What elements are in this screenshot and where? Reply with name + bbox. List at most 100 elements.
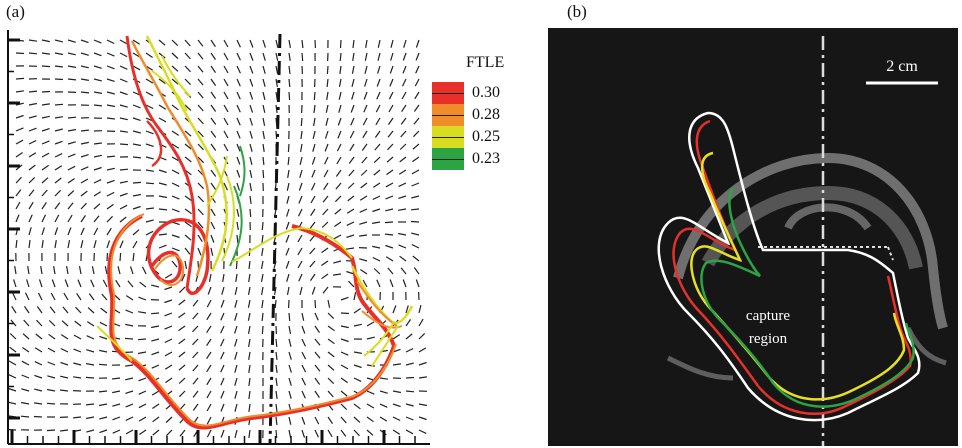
velocity-vector	[66, 265, 69, 275]
velocity-vector	[184, 208, 192, 215]
velocity-vector	[234, 299, 238, 308]
velocity-vector	[178, 312, 186, 319]
velocity-vector	[54, 128, 63, 132]
velocity-vector	[54, 52, 64, 56]
velocity-vector	[48, 333, 56, 340]
velocity-vector	[20, 415, 30, 418]
velocity-vector	[99, 321, 108, 327]
velocity-vector	[418, 318, 424, 327]
velocity-vector	[54, 153, 63, 158]
velocity-vector	[249, 91, 254, 100]
velocity-vector	[401, 104, 407, 113]
velocity-vector	[106, 117, 115, 120]
velocity-vector	[119, 143, 129, 146]
velocity-vector	[348, 156, 355, 164]
legend-tick	[432, 93, 464, 94]
velocity-vector	[327, 377, 335, 385]
velocity-vector	[298, 195, 303, 204]
velocity-vector	[418, 403, 428, 407]
velocity-vector	[310, 182, 316, 191]
velocity-vector	[93, 240, 97, 249]
velocity-vector	[353, 377, 362, 382]
velocity-vector	[340, 416, 347, 424]
panel-a-label: (a)	[6, 2, 25, 21]
velocity-vector	[178, 325, 186, 332]
velocity-vector	[223, 182, 229, 191]
velocity-vector	[184, 143, 192, 150]
velocity-vector	[210, 234, 215, 243]
velocity-vector	[93, 203, 101, 210]
velocity-vector	[310, 273, 316, 281]
velocity-vector	[311, 169, 316, 178]
velocity-vector	[21, 374, 30, 379]
velocity-vector	[93, 39, 102, 44]
velocity-vector	[54, 227, 59, 236]
velocity-vector	[324, 130, 329, 139]
velocity-vector	[178, 286, 186, 294]
velocity-vector	[210, 221, 216, 230]
velocity-vector	[197, 52, 204, 60]
velocity-vector	[288, 338, 292, 347]
velocity-vector	[93, 104, 102, 107]
velocity-vector	[197, 208, 204, 216]
velocity-vector	[236, 234, 239, 244]
velocity-vector	[64, 279, 69, 288]
velocity-vector	[249, 65, 254, 74]
velocity-vector	[164, 312, 173, 317]
velocity-vector	[385, 195, 394, 200]
velocity-vector	[210, 91, 217, 99]
velocity-vector	[93, 215, 100, 223]
velocity-vector	[78, 265, 82, 275]
velocity-vector	[41, 177, 49, 184]
velocity-vector	[15, 176, 22, 184]
velocity-vector	[112, 416, 121, 421]
velocity-vector	[313, 117, 316, 127]
velocity-vector	[34, 347, 43, 353]
velocity-vector	[220, 312, 225, 321]
velocity-vector	[46, 402, 56, 405]
velocity-vector	[88, 293, 95, 301]
velocity-vector	[402, 279, 407, 288]
velocity-vector	[106, 240, 111, 249]
velocity-vector	[418, 332, 426, 340]
velocity-vector	[353, 292, 357, 301]
legend-value: 0.23	[472, 150, 500, 167]
velocity-vector	[125, 416, 134, 421]
velocity-vector	[80, 91, 90, 94]
velocity-vector	[322, 195, 329, 203]
velocity-vector	[337, 117, 342, 126]
velocity-vector	[321, 247, 329, 254]
velocity-vector	[60, 429, 69, 432]
velocity-vector	[106, 39, 115, 45]
velocity-vector	[210, 117, 217, 125]
velocity-vector	[314, 429, 319, 438]
velocity-vector	[164, 364, 173, 370]
velocity-vector	[28, 201, 34, 210]
velocity-vector	[248, 351, 251, 360]
velocity-vector	[41, 128, 50, 132]
velocity-vector	[390, 39, 394, 48]
velocity-vector	[249, 78, 254, 87]
velocity-vector	[334, 195, 342, 203]
velocity-vector	[248, 260, 251, 269]
velocity-vector	[132, 205, 141, 210]
velocity-vector	[41, 115, 50, 119]
velocity-vector	[99, 349, 108, 353]
velocity-vector	[138, 390, 147, 395]
velocity-vector	[384, 221, 394, 224]
velocity-vector	[132, 193, 142, 197]
velocity-vector	[28, 227, 32, 236]
velocity-vector	[15, 127, 24, 132]
velocity-vector	[15, 201, 21, 210]
velocity-vector	[80, 227, 85, 236]
velocity-vector	[151, 284, 160, 288]
velocity-vector	[359, 258, 368, 262]
velocity-vector	[353, 323, 362, 327]
velocity-vector	[197, 221, 204, 229]
velocity-vector	[340, 296, 349, 301]
velocity-vector	[28, 102, 38, 106]
velocity-vector	[373, 156, 381, 164]
velocity-vector	[192, 351, 199, 359]
velocity-vector	[327, 351, 335, 358]
velocity-vector	[286, 208, 290, 217]
